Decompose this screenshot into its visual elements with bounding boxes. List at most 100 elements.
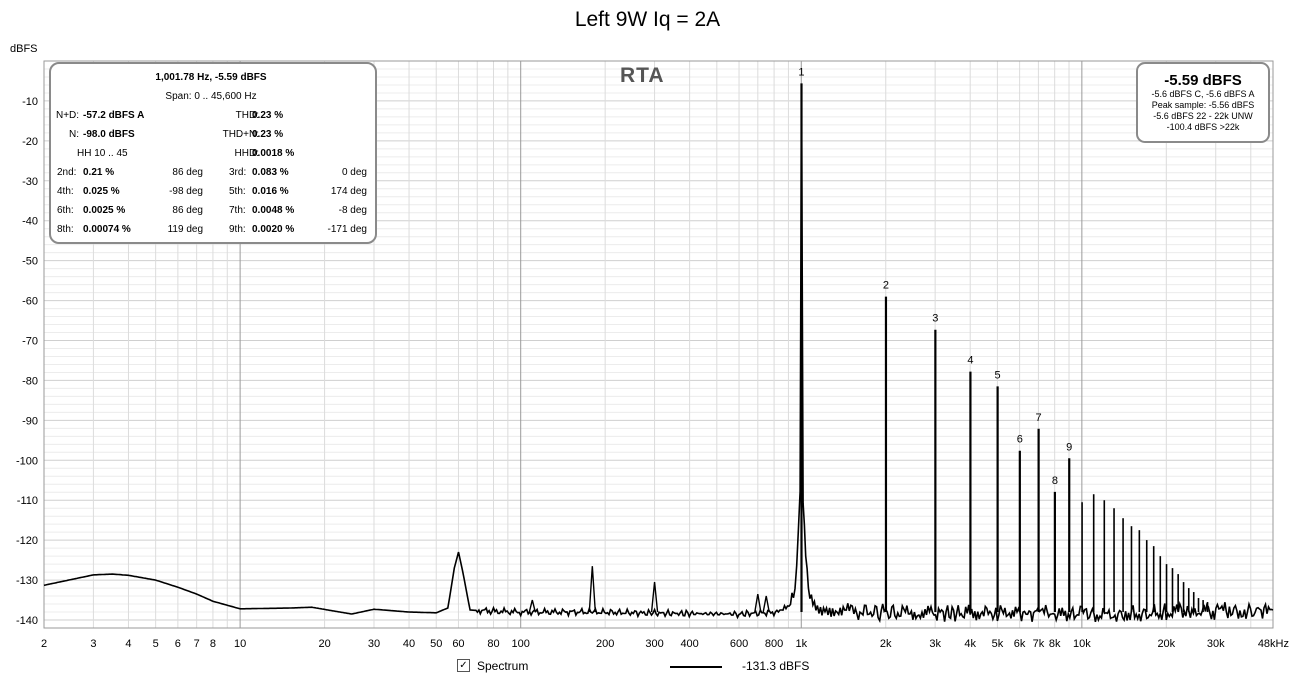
spur-peak [650,582,659,613]
spectrum-legend-label: Spectrum [477,659,529,673]
harmonic-percent: 0.083 % [252,167,289,178]
harmonic-number-label: 2 [883,280,889,292]
y-tick-label: -110 [17,495,38,507]
chart-title: Left 9W Iq = 2A [574,8,721,31]
peak-level-box[interactable]: -5.59 dBFS -5.6 dBFS C, -5.6 dBFS A Peak… [1136,62,1270,143]
harmonic-label: 8th: [57,224,74,235]
plot-frame [43,60,1274,629]
x-tick-label: 3 [90,638,96,650]
harmonic-row: 4th: 0.025 % -98 deg 5th: 0.016 % 174 deg [51,185,375,199]
x-tick-label: 50 [430,638,442,650]
y-tick-label: -50 [22,256,38,268]
spectrum-checkbox[interactable]: ✓ [457,659,470,672]
x-tick-label: 6 [175,638,181,650]
harmonic-phase: -171 deg [327,224,367,235]
legend-level-value: -131.3 dBFS [742,659,810,673]
thdn-label: THD+N: [222,129,259,140]
x-tick-label: 300 [645,638,663,650]
harmonic-label: 4th: [57,186,74,197]
y-tick-label: -80 [22,375,38,387]
x-tick-label: 200 [596,638,614,650]
hh-label: HH 10 .. 45 [77,148,128,159]
peak-line-1: -5.6 dBFS C, -5.6 dBFS A [1151,89,1255,99]
harmonic-label: 7th: [229,205,246,216]
harmonic-row: 6th: 0.0025 % 86 deg 7th: 0.0048 % -8 deg [51,204,375,218]
x-tick-label: 8k [1049,638,1061,650]
x-tick-labels: 2 3 4 5 6 7 8 10 20 30 40 50 60 80 100 200 300 400 600 800 1… [41,638,1289,650]
harmonic-percent: 0.00074 % [83,224,131,235]
harmonic-percent: 0.21 % [83,167,115,178]
x-tick-label: 48kHz [1258,638,1289,650]
x-tick-label: 40 [403,638,415,650]
x-tick-label: 7k [1033,638,1045,650]
y-tick-label: -30 [22,176,38,188]
x-tick-label: 4k [964,638,976,650]
x-tick-label: 2k [880,638,892,650]
thd-label: THD: [235,110,259,121]
harmonic-row: 2nd: 0.21 % 86 deg 3rd: 0.083 % 0 deg [51,166,375,180]
harmonic-phase: 86 deg [172,205,203,216]
harmonic-phase: 119 deg [167,224,203,235]
x-tick-label: 10k [1073,638,1091,650]
y-tick-label: -40 [22,216,38,228]
harmonic-row: 8th: 0.00074 % 119 deg 9th: 0.0020 % -171 deg [51,223,375,237]
y-tick-label: -20 [22,136,38,148]
y-tick-label: -120 [16,535,38,547]
info-span: Span: 0 .. 45,600 Hz [165,91,257,102]
x-tick-label: 7 [194,638,200,650]
spectrum-trace [43,83,1274,624]
harmonic-percent: 0.0025 % [83,205,126,216]
harmonic-label: 6th: [57,205,74,216]
peak-line-2: Peak sample: -5.56 dBFS [1151,100,1255,110]
y-tick-label: -140 [16,615,38,627]
y-tick-label: -60 [22,296,38,308]
y-axis-unit: dBFS [10,43,38,55]
thdn-value: 0.23 % [252,129,284,140]
harmonic-number-label: 7 [1036,412,1042,424]
harmonic-phase: -8 deg [338,205,367,216]
y-tick-label: -70 [22,336,38,348]
y-tick-label: -130 [16,575,38,587]
x-tick-label: 60 [452,638,464,650]
spur-peak [588,566,597,613]
peak-line-4: -100.4 dBFS >22k [1166,122,1240,132]
legend-line-swatch [670,666,722,668]
info-header: 1,001.78 Hz, -5.59 dBFS [155,72,267,83]
harmonic-number-label: 4 [967,355,973,367]
peak-line-3: -5.6 dBFS 22 - 22k UNW [1153,111,1253,121]
x-tick-label: 600 [730,638,748,650]
noise-floor-line [43,87,1274,624]
harmonic-number-label: 5 [995,369,1001,381]
x-tick-label: 4 [125,638,131,650]
harmonic-percent: 0.0020 % [252,224,295,235]
x-tick-label: 80 [487,638,499,650]
x-tick-label: 20k [1157,638,1175,650]
harmonic-phase: 86 deg [172,167,203,178]
harmonic-percent: 0.025 % [83,186,120,197]
x-tick-label: 8 [210,638,216,650]
x-tick-label: 2 [41,638,47,650]
harmonic-labels: 1 2 3 4 5 6 7 8 9 [798,66,1072,487]
x-tick-label: 20 [318,638,330,650]
rta-label: RTA [620,64,665,87]
harmonic-percent: 0.016 % [252,186,289,197]
y-tick-labels: -10 -20 -30 -40 -50 -60 -70 -80 -90 -100 -110 -120 -… [16,96,38,627]
spur-peak [754,593,762,613]
nd-label: N+D: [56,110,80,121]
spur-peak [762,595,770,613]
x-tick-label: 3k [929,638,941,650]
harmonic-phase: 174 deg [330,186,367,197]
y-tick-label: -100 [16,455,38,467]
harmonic-number-label: 9 [1066,441,1072,453]
spur-peak [528,599,536,613]
harmonic-number-label: 6 [1017,434,1023,446]
harmonic-percent: 0.0048 % [252,205,295,216]
x-tick-label: 1k [795,638,807,650]
y-tick-label: -90 [22,415,38,427]
harmonic-phase: -98 deg [169,186,203,197]
peak-main-value: -5.59 dBFS [1164,72,1242,89]
distortion-info-box[interactable]: 1,001.78 Hz, -5.59 dBFS Span: 0 .. 45,60… [49,62,377,244]
x-tick-label: 800 [765,638,783,650]
x-tick-label: 5 [153,638,159,650]
n-label: N: [69,129,79,140]
